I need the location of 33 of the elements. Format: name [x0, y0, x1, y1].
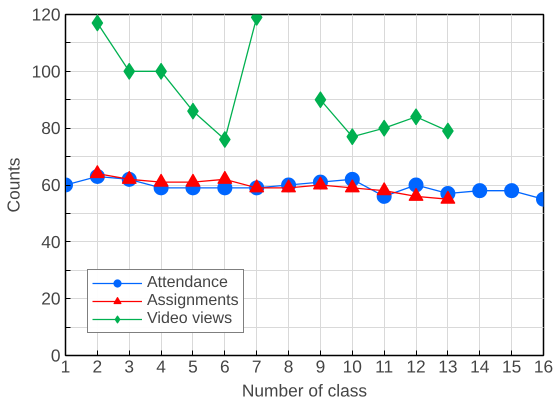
x-tick-label: 12: [406, 356, 426, 376]
x-axis-title: Number of class: [242, 380, 368, 400]
x-tick-label: 1: [60, 356, 70, 376]
x-tick-label: 10: [342, 356, 362, 376]
y-tick-label: 20: [41, 288, 61, 309]
x-tick-label: 14: [470, 356, 490, 376]
x-tick-label: 13: [438, 356, 458, 376]
x-tick-label: 3: [124, 356, 134, 376]
x-tick-label: 11: [375, 356, 394, 376]
x-tick-label: 16: [534, 356, 554, 376]
y-tick-label: 60: [41, 175, 61, 195]
x-tick-label: 5: [188, 356, 198, 376]
x-tick-label: 7: [252, 356, 262, 376]
y-tick-label: 0: [50, 346, 61, 366]
point: [346, 128, 358, 146]
legend-label: Attendance: [147, 274, 228, 292]
legend-label: Assignments: [147, 292, 239, 310]
x-tick-label: 2: [92, 356, 102, 376]
x-tick-label: 4: [156, 356, 166, 376]
x-tick-label: 8: [284, 356, 294, 376]
point: [123, 62, 136, 80]
y-tick-label: 120: [32, 4, 61, 24]
point: [504, 183, 520, 198]
y-tick-label: 80: [41, 118, 61, 138]
point: [472, 183, 488, 198]
x-tick-label: 6: [220, 356, 230, 376]
y-tick-label: 100: [32, 61, 61, 82]
x-tick-label: 15: [502, 356, 522, 376]
y-tick-label: 40: [41, 232, 61, 252]
y-axis-title: Counts: [4, 157, 24, 212]
legend-label: Video views: [147, 310, 232, 328]
x-tick-label: 9: [316, 356, 326, 376]
point: [408, 178, 424, 192]
